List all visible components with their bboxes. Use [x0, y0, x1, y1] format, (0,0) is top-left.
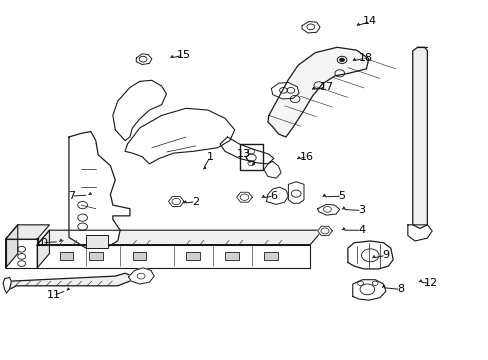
Text: 13: 13: [236, 149, 250, 159]
Text: 16: 16: [299, 152, 313, 162]
Text: 8: 8: [396, 284, 403, 294]
Polygon shape: [347, 241, 392, 269]
Polygon shape: [407, 225, 431, 241]
Polygon shape: [125, 108, 234, 164]
Text: 5: 5: [338, 191, 345, 201]
Polygon shape: [236, 192, 252, 202]
Text: 10: 10: [35, 238, 49, 248]
Polygon shape: [352, 280, 385, 300]
Polygon shape: [37, 230, 49, 268]
Text: 2: 2: [192, 197, 199, 207]
Text: 15: 15: [176, 50, 190, 60]
Polygon shape: [69, 132, 130, 248]
Polygon shape: [3, 278, 11, 293]
Polygon shape: [136, 54, 152, 64]
Polygon shape: [288, 182, 304, 203]
Polygon shape: [412, 47, 427, 228]
Bar: [186, 252, 200, 260]
Polygon shape: [220, 137, 273, 164]
Polygon shape: [168, 197, 183, 207]
Polygon shape: [317, 204, 339, 215]
Polygon shape: [5, 239, 37, 268]
Text: 18: 18: [358, 53, 372, 63]
Text: 6: 6: [270, 191, 277, 201]
Polygon shape: [128, 268, 154, 284]
Text: 4: 4: [357, 225, 365, 235]
Polygon shape: [267, 47, 368, 137]
Text: 1: 1: [206, 152, 213, 162]
Bar: [89, 252, 102, 260]
Bar: [60, 252, 73, 260]
Polygon shape: [5, 225, 49, 239]
Polygon shape: [113, 80, 166, 140]
Polygon shape: [37, 230, 322, 244]
Text: 3: 3: [357, 206, 364, 216]
Text: 12: 12: [423, 278, 437, 288]
Polygon shape: [302, 22, 320, 33]
Text: 11: 11: [46, 291, 60, 301]
Bar: [133, 252, 146, 260]
Bar: [264, 252, 278, 260]
Polygon shape: [271, 82, 299, 99]
Bar: [86, 234, 108, 248]
Polygon shape: [5, 225, 18, 268]
Bar: [225, 252, 239, 260]
Polygon shape: [9, 273, 132, 289]
Polygon shape: [266, 187, 288, 204]
Polygon shape: [317, 226, 331, 235]
Text: 17: 17: [319, 82, 333, 93]
Text: 7: 7: [68, 191, 75, 201]
Polygon shape: [264, 161, 281, 178]
Text: 14: 14: [363, 17, 377, 27]
Text: 9: 9: [382, 250, 388, 260]
Circle shape: [339, 58, 344, 62]
Polygon shape: [37, 244, 310, 268]
Bar: [239, 144, 263, 170]
